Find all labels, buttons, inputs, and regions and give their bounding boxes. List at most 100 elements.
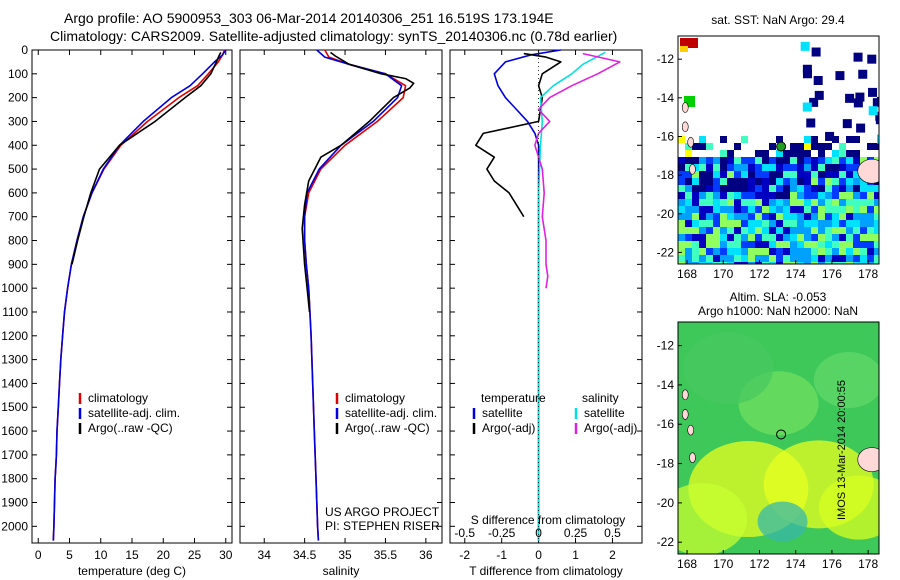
sst-cell: [800, 41, 810, 51]
sst-cell: [790, 213, 797, 220]
sst-cell: [713, 248, 720, 255]
sst-cell: [818, 234, 825, 241]
sst-cell: [769, 171, 776, 178]
sst-cell: [790, 220, 797, 227]
sst-cell: [699, 192, 706, 199]
float-marker: [776, 141, 787, 152]
island-shape: [681, 102, 689, 113]
sst-cell: [853, 164, 860, 171]
x-tick-label: -2: [459, 548, 470, 562]
sst-cell: [762, 241, 769, 248]
sla-title: Altim. SLA: -0.053: [730, 290, 827, 304]
sst-cell: [685, 234, 692, 241]
series-line-salinity-argo-adj-: [534, 52, 621, 289]
sst-cell: [811, 136, 818, 143]
y-tick-label: 1200: [1, 329, 28, 343]
sst-cell: [811, 143, 818, 150]
sst-cell: [818, 199, 825, 206]
x-axis-label: temperature (deg C): [78, 564, 186, 578]
sst-cell: [741, 192, 748, 199]
sst-cell: [748, 157, 755, 164]
sst-cell: [706, 171, 713, 178]
sst-cell: [797, 234, 804, 241]
sst-cell: [825, 185, 832, 192]
sst-cell: [734, 234, 741, 241]
y-tick-label: 900: [8, 257, 28, 271]
x-tick-label: 15: [125, 548, 139, 562]
x-axis-label: salinity: [323, 564, 360, 578]
sst-cell: [783, 206, 790, 213]
sst-cell: [692, 171, 699, 178]
sst-cell: [713, 192, 720, 199]
x-tick-label: 34.5: [293, 548, 317, 562]
sst-cell: [783, 262, 790, 264]
sst-cell: [720, 255, 727, 262]
y-tick-label: 200: [8, 91, 28, 105]
sst-cell: [811, 171, 818, 178]
sst-cell: [706, 248, 713, 255]
sla-blob: [813, 352, 879, 408]
sst-cell: [804, 213, 811, 220]
sst-cell: [769, 241, 776, 248]
sst-cell: [802, 102, 812, 112]
sst-cell: [825, 171, 832, 178]
sst-cell: [797, 206, 804, 213]
sst-cell: [748, 178, 755, 185]
sst-cell: [804, 178, 811, 185]
sst-cell: [860, 262, 867, 264]
sst-cell: [692, 227, 699, 234]
y-tick-label: 1600: [1, 424, 28, 438]
sst-cell: [776, 227, 783, 234]
sst-cell: [720, 227, 727, 234]
sst-cell: [727, 150, 734, 157]
sst-cell: [699, 220, 706, 227]
sst-cell: [678, 227, 685, 234]
sst-cell: [692, 255, 699, 262]
map-frame: [677, 35, 880, 265]
sst-cell: [839, 255, 846, 262]
y-tick-label: 1400: [1, 376, 28, 390]
sst-cell: [846, 262, 853, 264]
sst-cell: [769, 213, 776, 220]
sst-cell: [804, 206, 811, 213]
sst-cell: [790, 255, 797, 262]
sst-cell: [846, 206, 853, 213]
sst-cell: [874, 143, 879, 150]
sst-cell: [762, 171, 769, 178]
sst-cell: [825, 248, 832, 255]
x-tick-label: 35: [338, 548, 352, 562]
sst-cell: [790, 171, 797, 178]
sst-cell: [741, 206, 748, 213]
sst-cell: [734, 213, 741, 220]
sst-cell: [741, 136, 748, 143]
sst-cell: [867, 227, 874, 234]
sst-cell: [706, 241, 713, 248]
sst-cell: [818, 178, 825, 185]
sst-cell: [776, 185, 783, 192]
sst-cell: [832, 136, 839, 143]
y-tick-label: -12: [657, 339, 675, 353]
sst-cell: [706, 227, 713, 234]
s-tick-label: 0: [535, 526, 542, 540]
sst-cell: [776, 150, 783, 157]
sst-cell: [874, 255, 879, 262]
sst-cell: [867, 255, 874, 262]
sst-cell: [748, 206, 755, 213]
sst-cell: [727, 255, 734, 262]
x-tick-label: 34: [258, 548, 272, 562]
sst-cell: [678, 241, 685, 248]
sst-cell: [713, 241, 720, 248]
sst-cell: [692, 178, 699, 185]
sst-cell: [783, 227, 790, 234]
sst-cell: [734, 178, 741, 185]
sst-cell: [867, 248, 874, 255]
sst-cell: [846, 178, 853, 185]
sst-cell: [853, 262, 860, 264]
sst-cell: [839, 206, 846, 213]
sst-cell: [678, 185, 685, 192]
sst-cell: [839, 178, 846, 185]
sst-cell: [769, 227, 776, 234]
sst-cell: [818, 220, 825, 227]
sst-cell: [727, 171, 734, 178]
